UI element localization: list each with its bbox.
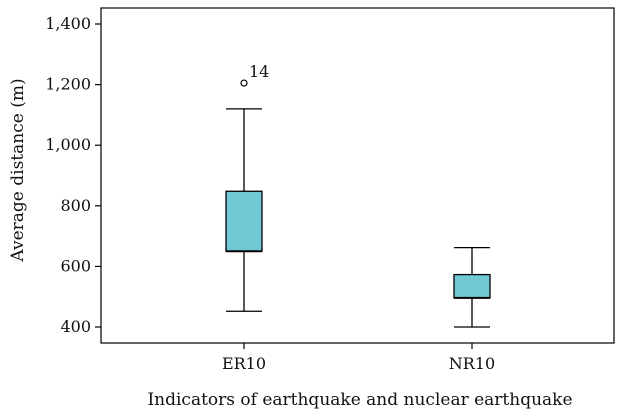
y-tick-label: 400 [60,317,91,336]
plot-frame [100,7,615,344]
y-tick-label: 1,000 [45,135,91,154]
x-tick-label: NR10 [449,354,495,373]
y-axis-label: Average distance (m) [8,78,28,262]
iqr-box [453,273,491,299]
x-axis-label: Indicators of earthquake and nuclear ear… [147,390,572,410]
y-axis: 400 600 800 1,000 1,200 1,400 [45,14,101,336]
outlier-label: 14 [249,62,269,81]
plot-border [100,7,615,344]
box-er10: 14 [225,62,269,312]
iqr-box [225,190,263,252]
x-axis: ER10 NR10 [222,343,495,373]
y-tick-label: 1,400 [45,14,91,33]
box-nr10 [453,246,491,328]
outlier-point [240,79,248,87]
y-tick-label: 1,200 [45,75,91,94]
x-tick-label: ER10 [222,354,266,373]
boxes-layer: 14 [225,62,491,328]
y-tick-label: 600 [60,256,91,275]
y-tick-label: 800 [60,196,91,215]
